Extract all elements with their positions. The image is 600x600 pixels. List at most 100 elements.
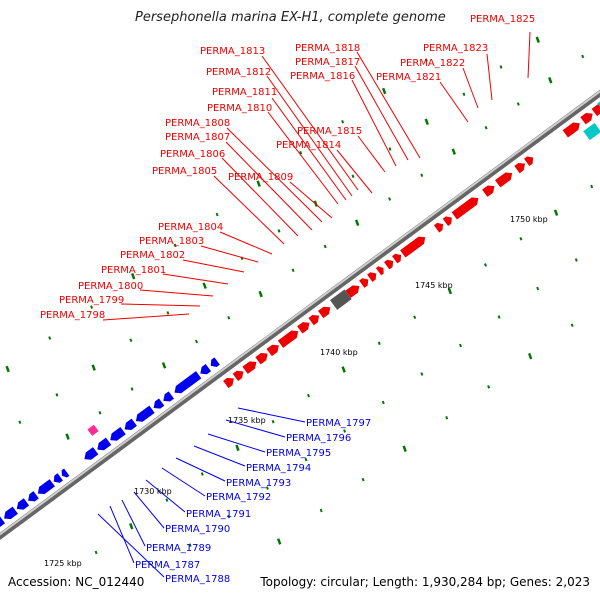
forward-gene <box>255 353 268 365</box>
gene-label[interactable]: PERMA_1808 <box>165 118 230 129</box>
leader-line <box>162 273 229 285</box>
gc-mark <box>265 486 269 490</box>
gene-label[interactable]: PERMA_1803 <box>139 236 204 247</box>
position-tick: 1750 kbp <box>510 215 548 224</box>
gc-mark <box>499 65 503 69</box>
gene-label[interactable]: PERMA_1814 <box>276 140 341 151</box>
gene-label[interactable]: PERMA_1817 <box>295 57 360 68</box>
forward-gene <box>308 315 320 326</box>
leader-line <box>133 491 165 529</box>
reverse-gene <box>210 357 220 368</box>
gene-label[interactable]: PERMA_1822 <box>400 58 465 69</box>
gc-mark <box>420 173 424 177</box>
gene-label[interactable]: PERMA_1792 <box>206 492 271 503</box>
forward-gene <box>375 266 384 276</box>
gc-mark <box>381 87 387 95</box>
gene-label[interactable]: PERMA_1813 <box>200 46 265 57</box>
gene-label[interactable]: PERMA_1798 <box>40 310 105 321</box>
reverse-gene <box>53 473 63 483</box>
gc-mark <box>291 268 295 273</box>
gene-label[interactable]: PERMA_1787 <box>135 560 200 571</box>
leader-line <box>200 245 259 263</box>
gene-label[interactable]: PERMA_1793 <box>226 478 291 489</box>
gc-mark <box>451 148 456 155</box>
forward-gene <box>524 156 534 167</box>
gene-features <box>0 96 600 531</box>
gene-label[interactable]: PERMA_1790 <box>165 524 230 535</box>
forward-gene <box>345 285 360 298</box>
forward-gene <box>580 113 593 125</box>
gene-label[interactable]: PERMA_1799 <box>59 295 124 306</box>
accession-text: Accession: NC_012440 <box>8 575 145 589</box>
gene-label[interactable]: PERMA_1801 <box>101 265 166 276</box>
gene-label[interactable]: PERMA_1789 <box>146 543 211 554</box>
gene-label[interactable]: PERMA_1812 <box>206 67 271 78</box>
position-tick: 1745 kbp <box>415 281 453 290</box>
gc-mark <box>341 120 345 124</box>
gc-mark <box>277 229 281 233</box>
leader-line <box>354 65 409 161</box>
forward-gene <box>242 361 257 374</box>
gc-mark <box>487 385 491 389</box>
forward-gene <box>442 216 452 227</box>
forward-gene <box>297 322 310 334</box>
gene-label[interactable]: PERMA_1809 <box>228 172 293 183</box>
gc-mark <box>527 352 533 360</box>
pink-feature <box>87 424 99 436</box>
label-leaders <box>97 31 531 578</box>
gene-label[interactable]: PERMA_1816 <box>290 71 355 82</box>
gc-mark <box>48 336 52 340</box>
leader-line <box>182 259 245 273</box>
gene-label[interactable]: PERMA_1804 <box>158 222 223 233</box>
reverse-gene <box>84 447 99 460</box>
gene-label[interactable]: PERMA_1797 <box>306 418 371 429</box>
gc-mark <box>307 393 310 398</box>
gene-label[interactable]: PERMA_1794 <box>246 463 311 474</box>
gene-label[interactable]: PERMA_1811 <box>212 87 277 98</box>
gene-label[interactable]: PERMA_1815 <box>297 126 362 137</box>
leader-line <box>271 97 347 201</box>
gc-mark <box>90 305 94 309</box>
gc-mark <box>227 316 231 320</box>
leader-line <box>120 303 201 307</box>
gene-label[interactable]: PERMA_1802 <box>120 250 185 261</box>
gene-labels: PERMA_1825 PERMA_1823 PERMA_1822 PERMA_1821… <box>40 14 535 585</box>
gene-label[interactable]: PERMA_1821 <box>376 72 441 83</box>
reverse-gene <box>16 498 30 510</box>
leader-line <box>161 467 206 497</box>
gc-mark <box>388 147 392 151</box>
gene-label[interactable]: PERMA_1818 <box>295 43 360 54</box>
leader-line <box>351 79 397 167</box>
reverse-gene <box>135 405 155 422</box>
gc-mark <box>402 445 407 453</box>
gc-mark <box>581 54 585 59</box>
gc-mark <box>55 393 59 397</box>
reverse-gene <box>28 491 39 502</box>
leader-line <box>221 157 299 237</box>
gene-label[interactable]: PERMA_1795 <box>266 448 331 459</box>
reverse-gene <box>153 398 165 409</box>
gc-mark <box>420 372 424 376</box>
gene-label[interactable]: PERMA_1788 <box>165 574 230 585</box>
gene-label[interactable]: PERMA_1791 <box>186 509 251 520</box>
leader-line <box>219 231 273 255</box>
gene-label[interactable]: PERMA_1806 <box>160 149 225 160</box>
gc-mark <box>413 315 417 319</box>
gene-label[interactable]: PERMA_1825 <box>470 14 535 25</box>
gc-mark <box>341 366 346 373</box>
gene-label[interactable]: PERMA_1823 <box>423 43 488 54</box>
gene-label[interactable]: PERMA_1800 <box>78 281 143 292</box>
gc-mark <box>200 472 204 476</box>
gc-mark <box>188 543 192 547</box>
position-tick: 1740 kbp <box>320 348 358 357</box>
gene-label[interactable]: PERMA_1810 <box>207 103 272 114</box>
gc-skew-marks <box>5 36 594 555</box>
reverse-gene <box>200 364 212 375</box>
gene-label[interactable]: PERMA_1796 <box>286 433 351 444</box>
gc-mark <box>381 400 385 405</box>
leader-line <box>336 149 373 194</box>
reverse-gene <box>124 418 137 431</box>
gene-label[interactable]: PERMA_1807 <box>165 132 230 143</box>
gc-mark <box>5 365 10 373</box>
gene-label[interactable]: PERMA_1805 <box>152 166 217 177</box>
